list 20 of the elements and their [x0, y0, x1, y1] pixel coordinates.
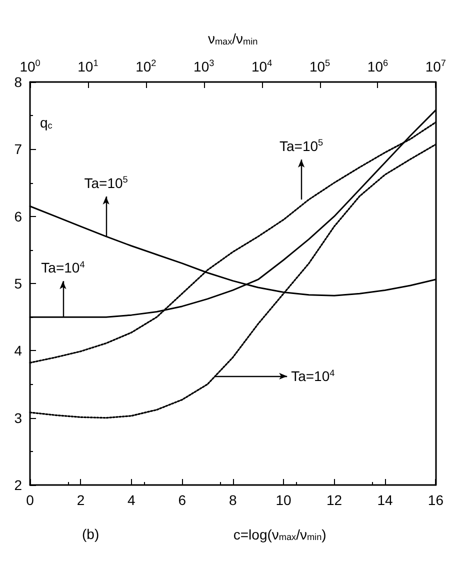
y-tick-label: 8	[14, 74, 22, 90]
x-tick-label: 8	[228, 492, 237, 508]
x2-axis-title: νmax/νmin	[208, 30, 258, 47]
y-tick-label: 2	[14, 477, 22, 493]
y-tick-label: 4	[14, 342, 22, 359]
y-tick-label: 3	[14, 410, 22, 426]
y-tick-label: 5	[14, 276, 22, 292]
x-tick-label: 0	[26, 492, 34, 508]
x-tick-label: 2	[76, 492, 85, 508]
y-tick-label: 6	[14, 208, 22, 224]
x-tick-label: 4	[128, 492, 136, 508]
x-tick-label: 6	[178, 492, 186, 508]
text: (b)	[82, 526, 100, 542]
x-tick-label: 10	[276, 492, 292, 508]
x-tick-label: 14	[377, 492, 393, 508]
x-tick-label: 12	[326, 492, 342, 508]
y-axis-title: qc	[40, 114, 53, 131]
x-axis-title: c=log(νmax/νmin)	[233, 526, 326, 542]
y-tick-label: 7	[14, 141, 22, 158]
x-tick-label: 16	[428, 492, 444, 508]
